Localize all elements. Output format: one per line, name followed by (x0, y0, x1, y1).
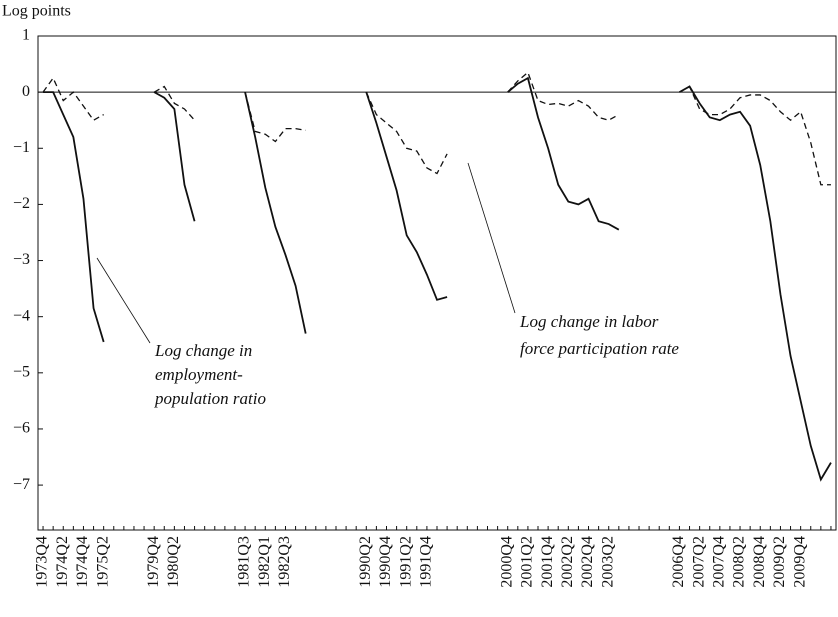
annotation-line: Log change in (154, 341, 252, 360)
annotation: Log change in employment-population ratio (154, 341, 266, 408)
annotation-line: Log change in labor (519, 312, 659, 331)
x-tick-label: 1974Q4 (74, 536, 91, 588)
x-tick-label: 2001Q4 (539, 536, 556, 588)
y-tick-label: 1 (22, 27, 30, 44)
x-tick-label: 2002Q2 (559, 536, 576, 588)
series-line (43, 76, 832, 482)
x-tick-label: 2009Q2 (771, 536, 788, 588)
x-tick-label: 2000Q4 (498, 536, 515, 588)
leader-line (96, 257, 151, 344)
x-tick-label: 2007Q2 (690, 536, 707, 588)
x-tick-label: 2001Q2 (519, 536, 536, 588)
x-tick-label: 2003Q2 (599, 536, 616, 588)
y-tick-label: −7 (13, 476, 30, 493)
x-tick-label: 1973Q4 (34, 536, 51, 588)
y-tick-label: 0 (22, 83, 30, 100)
x-tick-label: 1990Q2 (357, 536, 374, 588)
x-tick-label: 2009Q4 (791, 536, 808, 588)
x-tick-label: 1975Q2 (94, 536, 111, 588)
x-tick-label: 1982Q1 (256, 536, 273, 588)
x-tick-label: 2007Q4 (711, 536, 728, 588)
x-tick-label: 1991Q4 (418, 536, 435, 588)
annotation-line: population ratio (154, 389, 266, 408)
x-tick-label: 1974Q2 (54, 536, 71, 588)
x-tick-label: 1979Q4 (145, 536, 162, 588)
series-line (42, 71, 831, 186)
annotation-line: employment- (155, 365, 243, 384)
y-tick-label: −4 (13, 307, 30, 324)
x-tick-label: 1981Q3 (236, 536, 253, 588)
x-tick-label: 2008Q2 (731, 536, 748, 588)
y-tick-label: −6 (13, 420, 30, 437)
x-tick-label: 1991Q2 (397, 536, 414, 588)
plot-frame (37, 35, 837, 531)
x-tick-label: 1990Q4 (377, 536, 394, 588)
x-tick-label: 1980Q2 (165, 536, 182, 588)
x-tick-label: 2006Q4 (670, 536, 687, 588)
y-tick-label: −1 (13, 139, 30, 156)
x-tick-label: 2002Q4 (579, 536, 596, 588)
x-tick-label: 1982Q3 (276, 536, 293, 588)
x-tick-label: 2008Q4 (751, 536, 768, 588)
annotation-line: force participation rate (520, 339, 679, 358)
y-tick-label: −3 (13, 251, 30, 268)
y-tick-label: −2 (13, 195, 30, 212)
annotation: Log change in labor force participation r… (519, 312, 679, 358)
y-axis-label: Log points (2, 3, 71, 20)
leader-line (467, 162, 516, 314)
y-tick-label: −5 (13, 363, 30, 380)
